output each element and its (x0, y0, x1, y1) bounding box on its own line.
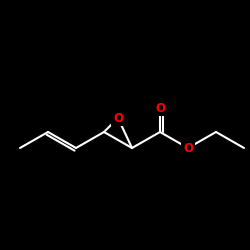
Text: O: O (155, 102, 165, 114)
Text: O: O (113, 112, 123, 124)
Text: O: O (183, 142, 193, 154)
